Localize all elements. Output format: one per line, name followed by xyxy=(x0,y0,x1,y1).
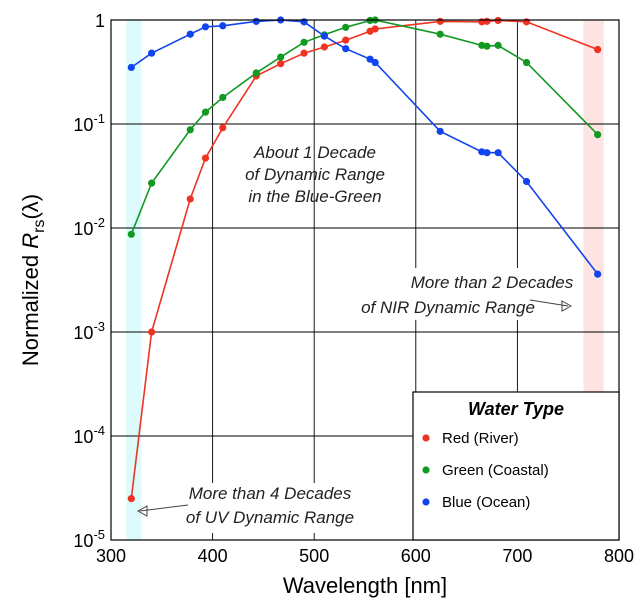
y-tick-labels: 1 10-1 10-2 10-3 10-4 10-5 xyxy=(73,11,105,551)
data-point xyxy=(494,41,502,49)
data-point xyxy=(186,30,194,38)
annotation-uv-line2: of UV Dynamic Range xyxy=(186,508,354,527)
annotation-nir-line2: of NIR Dynamic Range xyxy=(361,298,535,317)
data-point xyxy=(483,17,491,25)
annotation-nir: More than 2 Decades of NIR Dynamic Range xyxy=(361,268,576,320)
data-point xyxy=(300,18,308,26)
y-axis-title: Normalized Rrs(λ) xyxy=(18,194,48,366)
data-point xyxy=(594,45,602,54)
y-axis-title-var: R xyxy=(18,233,43,249)
data-point xyxy=(366,55,374,63)
y-axis-title-suffix: (λ) xyxy=(18,194,43,220)
data-point xyxy=(186,126,194,134)
data-point xyxy=(201,154,210,162)
y-axis-title-prefix: Normalized xyxy=(18,249,43,366)
annotation-uv: More than 4 Decades of UV Dynamic Range xyxy=(136,483,354,533)
data-point xyxy=(522,58,531,67)
y-tick-label: 10-5 xyxy=(73,527,105,551)
legend-title: Water Type xyxy=(468,399,564,419)
x-tick-labels: 300 400 500 600 700 800 xyxy=(96,546,634,566)
data-point xyxy=(436,127,444,135)
x-tick-label: 800 xyxy=(604,546,634,566)
y-tick-label: 10-2 xyxy=(73,215,105,239)
annotation-blue-green-line2: of Dynamic Range xyxy=(245,165,385,184)
data-point xyxy=(148,179,156,187)
data-point xyxy=(342,23,350,31)
data-point xyxy=(148,328,156,336)
annotation-uv-arrow xyxy=(136,504,189,517)
data-point xyxy=(594,270,602,278)
data-point xyxy=(320,43,328,51)
data-point xyxy=(127,63,135,72)
data-point xyxy=(483,42,491,50)
data-point xyxy=(277,60,285,68)
legend-marker xyxy=(422,434,430,442)
data-point xyxy=(219,124,227,132)
data-point xyxy=(127,495,135,503)
data-point xyxy=(522,177,531,186)
data-point xyxy=(277,53,285,61)
legend: Water Type Red (River) Green (Coastal) Blu… xyxy=(412,391,620,541)
annotation-nir-bg xyxy=(410,268,576,320)
data-point xyxy=(148,49,156,57)
data-point xyxy=(342,45,350,53)
annotation-blue-green-line1: About 1 Decade xyxy=(253,143,376,162)
y-tick-label: 10-4 xyxy=(73,423,105,447)
data-point xyxy=(494,149,502,157)
data-point xyxy=(594,131,602,139)
legend-label: Blue (Ocean) xyxy=(442,494,530,511)
data-point xyxy=(320,32,328,40)
data-point xyxy=(201,23,210,31)
y-tick-label: 10-3 xyxy=(73,319,105,343)
data-point xyxy=(483,149,491,157)
data-point xyxy=(300,49,308,57)
annotation-blue-green: About 1 Decade of Dynamic Range in the B… xyxy=(245,143,385,206)
annotation-nir-line1: More than 2 Decades xyxy=(411,273,574,292)
data-point xyxy=(201,108,210,116)
data-point xyxy=(342,36,350,44)
x-tick-label: 500 xyxy=(299,546,329,566)
legend-marker xyxy=(422,498,430,506)
plot-frame xyxy=(110,19,620,541)
legend-label: Red (River) xyxy=(442,430,519,447)
data-point xyxy=(436,17,444,25)
x-tick-label: 700 xyxy=(502,546,532,566)
x-axis-title: Wavelength [nm] xyxy=(283,573,447,598)
y-tick-label: 1 xyxy=(95,11,105,31)
data-point xyxy=(252,17,260,25)
data-point xyxy=(219,22,227,30)
data-point xyxy=(371,58,379,67)
data-point xyxy=(219,93,227,102)
data-point xyxy=(186,195,194,203)
annotation-nir-arrow xyxy=(529,299,573,312)
y-axis-title-sub: rs xyxy=(31,220,48,233)
data-point xyxy=(371,25,379,33)
annotation-blue-green-line3: in the Blue-Green xyxy=(248,187,381,206)
annotation-uv-line1: More than 4 Decades xyxy=(189,484,352,503)
legend-label: Green (Coastal) xyxy=(442,462,549,479)
x-tick-label: 600 xyxy=(401,546,431,566)
data-point xyxy=(522,18,531,26)
data-point xyxy=(252,69,260,77)
data-point xyxy=(300,38,308,46)
y-tick-label: 10-1 xyxy=(73,111,105,135)
data-point xyxy=(436,30,444,38)
x-tick-label: 300 xyxy=(96,546,126,566)
x-tick-label: 400 xyxy=(198,546,228,566)
shaded-band-0 xyxy=(126,20,142,540)
data-point xyxy=(127,230,135,238)
legend-items: Red (River) Green (Coastal) Blue (Ocean) xyxy=(422,430,549,511)
legend-box xyxy=(412,391,620,541)
annotation-uv-bg xyxy=(186,483,354,533)
legend-marker xyxy=(422,466,430,474)
